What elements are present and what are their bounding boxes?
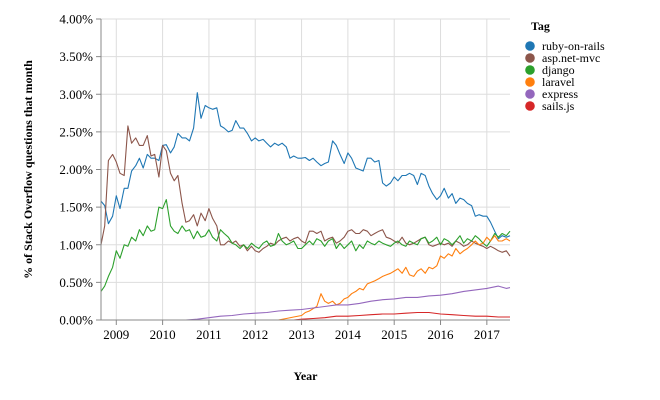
- x-axis: 2009 2010 2011 2012 2013 2014 2015 2016 2017: [101, 319, 510, 342]
- y-tick-label: 1.50%: [59, 200, 93, 215]
- legend-label: ruby-on-rails: [542, 39, 605, 53]
- legend-symbol-sails.js: [525, 101, 535, 111]
- x-axis-title: Year: [294, 369, 319, 383]
- x-tick-label: 2015: [381, 327, 407, 342]
- series-line-django: [100, 199, 511, 292]
- y-tick-label: 2.00%: [59, 162, 93, 177]
- x-tick-label: 2012: [242, 327, 268, 342]
- y-tick-label: 1.00%: [59, 237, 93, 252]
- y-tick-label: 3.00%: [59, 87, 93, 102]
- legend-label: laravel: [542, 75, 575, 89]
- legend-symbol-django: [525, 65, 535, 75]
- y-tick-label: 0.50%: [59, 275, 93, 290]
- y-tick-label: 4.00%: [59, 12, 93, 27]
- series-line-sails.js: [101, 311, 510, 321]
- x-tick-label: 2013: [289, 327, 315, 342]
- x-tick-label: 2014: [335, 327, 362, 342]
- legend-label: express: [542, 87, 578, 101]
- y-tick-label: 3.50%: [59, 49, 93, 64]
- series-line-laravel: [101, 235, 511, 321]
- x-tick-label: 2009: [103, 327, 129, 342]
- y-tick-label: 2.50%: [59, 124, 93, 139]
- y-axis-title: % of Stack Overflow questions that month: [21, 60, 35, 279]
- legend-symbol-laravel: [525, 77, 535, 87]
- series-line-express: [101, 285, 511, 321]
- legend-symbol-asp.net-mvc: [525, 53, 535, 63]
- legend-symbol-ruby-on-rails: [525, 41, 535, 51]
- legend-label: sails.js: [542, 99, 575, 113]
- x-tick-label: 2011: [196, 327, 222, 342]
- legend-label: asp.net-mvc: [542, 51, 600, 65]
- y-axis: 0.00% 0.50% 1.00% 1.50% 2.00% 2.50% 3.00% 3.50%…: [59, 12, 102, 328]
- series-line-ruby-on-rails: [100, 92, 511, 240]
- grid-lines: [101, 18, 510, 321]
- x-tick-label: 2017: [474, 327, 501, 342]
- x-tick-label: 2010: [150, 327, 176, 342]
- series-lines: [100, 92, 511, 321]
- y-tick-label: 0.00%: [59, 313, 93, 328]
- legend: Tag ruby-on-railsasp.net-mvcdjangolarave…: [525, 19, 605, 113]
- x-tick-label: 2016: [428, 327, 455, 342]
- legend-label: django: [542, 63, 575, 77]
- legend-title: Tag: [531, 19, 550, 33]
- legend-symbol-express: [525, 89, 535, 99]
